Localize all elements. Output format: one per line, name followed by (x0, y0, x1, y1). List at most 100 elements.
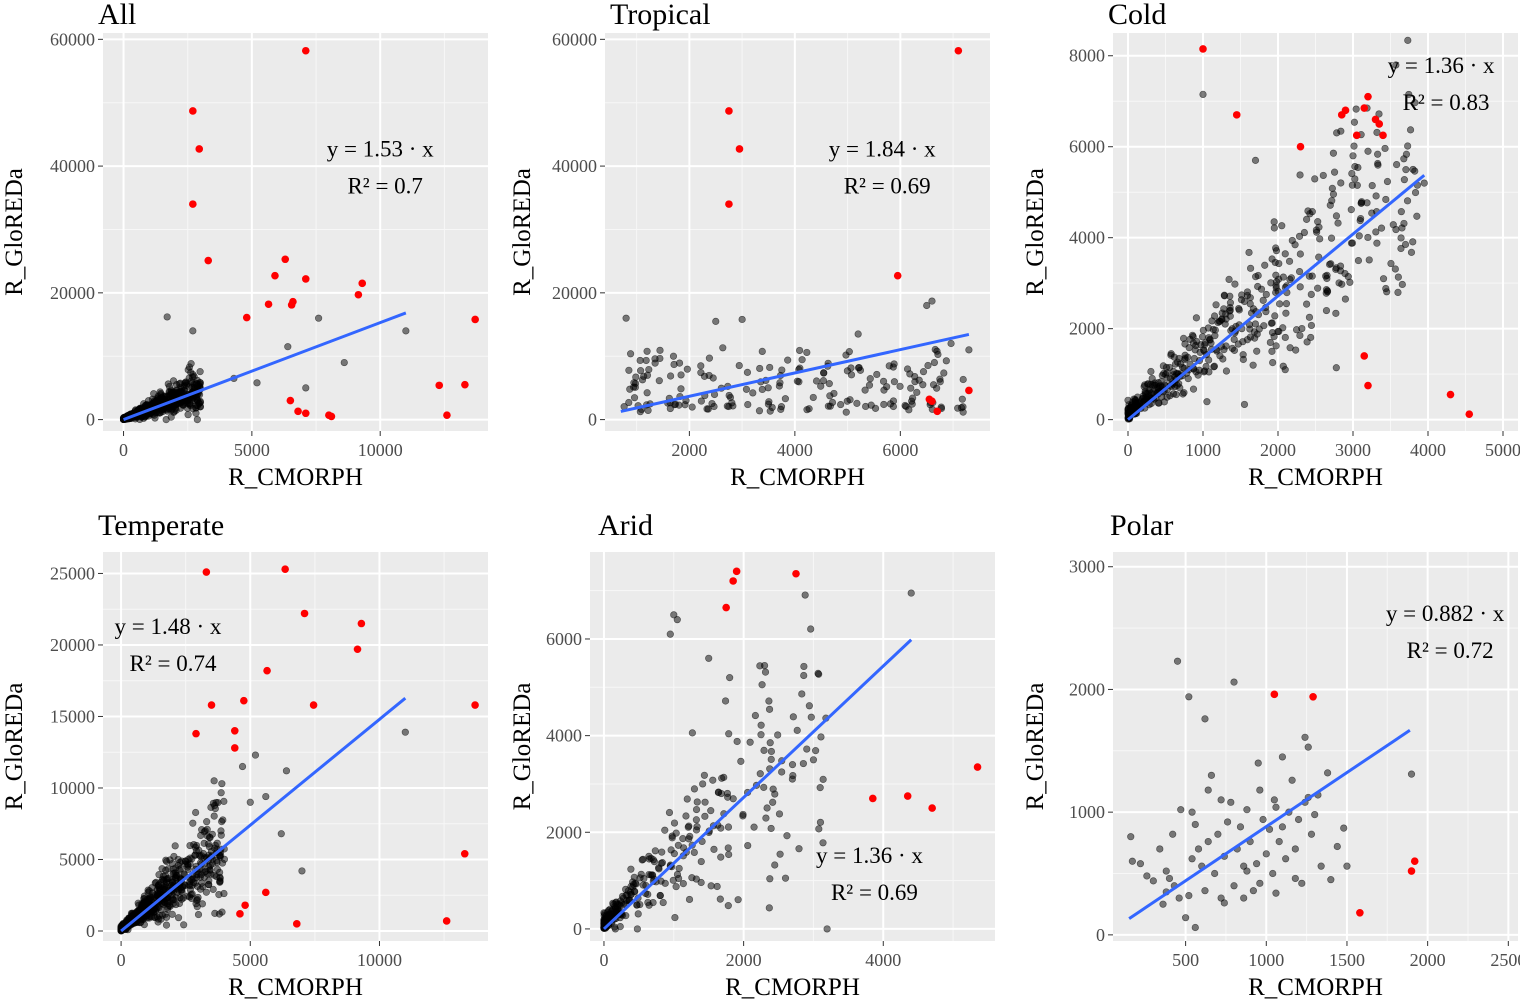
outlier-point (442, 917, 451, 925)
data-point (1246, 333, 1255, 341)
outlier-point (471, 701, 479, 709)
data-point (871, 404, 880, 412)
data-point (1184, 375, 1192, 383)
data-point (1218, 309, 1226, 317)
outlier-point (1352, 131, 1361, 140)
data-point (1192, 314, 1200, 322)
data-point (933, 347, 941, 355)
data-point (735, 361, 743, 370)
data-point (1220, 899, 1228, 907)
data-point (162, 856, 170, 864)
data-point (315, 314, 323, 322)
data-point (705, 354, 714, 362)
data-point (707, 882, 715, 890)
data-point (156, 388, 164, 396)
y-tick-label: 6000 (1069, 137, 1105, 157)
data-point (1214, 830, 1222, 838)
x-tick-label: 5000 (1485, 440, 1520, 460)
data-point (1279, 273, 1287, 281)
x-tick-label: 0 (1124, 440, 1133, 460)
data-point (1307, 830, 1316, 838)
data-point (965, 346, 973, 354)
x-tick-label: 2000 (726, 950, 762, 970)
data-point (616, 923, 624, 931)
panel-title: Polar (1110, 509, 1173, 542)
panel-tropical: 2000 4000 60000200004000060000TropicalR_CM… (509, 0, 990, 491)
data-point (726, 393, 735, 402)
data-point (1420, 179, 1428, 187)
data-point (817, 733, 825, 741)
data-point (673, 870, 682, 879)
x-tick-label: 10000 (358, 440, 403, 460)
data-point (1271, 258, 1279, 267)
data-point (1409, 238, 1417, 246)
y-tick-label: 4000 (1069, 228, 1105, 248)
data-point (788, 761, 797, 769)
data-point (1336, 262, 1345, 270)
data-point (1268, 319, 1276, 327)
data-point (1172, 390, 1180, 399)
data-point (845, 348, 853, 356)
data-point (1211, 869, 1219, 878)
data-point (729, 795, 737, 803)
data-point (659, 898, 667, 907)
data-point (924, 361, 932, 370)
data-point (1397, 234, 1405, 242)
data-point (1288, 776, 1296, 784)
data-point (725, 850, 733, 859)
data-point (1162, 867, 1170, 875)
plot-background (103, 33, 488, 431)
data-point (862, 402, 870, 411)
data-point (202, 888, 210, 896)
data-point (163, 313, 171, 321)
data-point (1188, 855, 1196, 863)
data-point (1287, 274, 1295, 282)
data-point (683, 795, 691, 803)
data-point (216, 878, 224, 886)
data-point (826, 392, 834, 400)
data-point (677, 371, 685, 379)
data-point (1182, 914, 1190, 922)
data-point (636, 356, 644, 365)
data-point (1306, 210, 1314, 218)
data-point (669, 352, 678, 360)
fit-line (1128, 729, 1411, 920)
data-point (758, 347, 766, 355)
x-tick-label: 0 (117, 950, 126, 970)
data-point (866, 375, 874, 383)
data-point (750, 823, 758, 831)
data-point (238, 762, 247, 771)
data-point (158, 865, 166, 873)
data-point (1300, 228, 1308, 237)
data-point (766, 407, 774, 415)
data-point (1165, 874, 1174, 883)
outlier-point (893, 271, 902, 280)
outlier-point (435, 381, 444, 390)
y-tick-label: 2000 (1069, 319, 1105, 339)
outlier-point (242, 313, 251, 322)
data-point (194, 870, 202, 878)
data-point (743, 368, 752, 376)
data-point (194, 910, 203, 919)
data-point (1191, 923, 1199, 932)
data-point (1354, 256, 1363, 265)
x-tick-label: 6000 (882, 440, 918, 460)
data-point (805, 702, 813, 710)
data-point (1266, 338, 1274, 347)
data-point (1368, 209, 1376, 217)
data-point (1271, 312, 1279, 320)
panel-arid: 0 2000 4000 0 2000 4000 6000 Arid R_CMORPH R_GloR… (509, 509, 995, 1001)
data-point (1272, 288, 1280, 297)
x-tick-label: 1500 (1329, 950, 1365, 970)
data-point (189, 327, 197, 335)
y-tick-label: 1000 (1069, 802, 1105, 822)
data-point (1413, 212, 1421, 220)
data-point (693, 823, 701, 831)
data-point (644, 890, 652, 898)
x-tick-label: 1000 (1185, 440, 1221, 460)
data-point (1230, 882, 1238, 890)
data-point (801, 591, 809, 599)
equation-label: y = 1.53 · x (327, 136, 434, 161)
fit-line (620, 333, 970, 413)
